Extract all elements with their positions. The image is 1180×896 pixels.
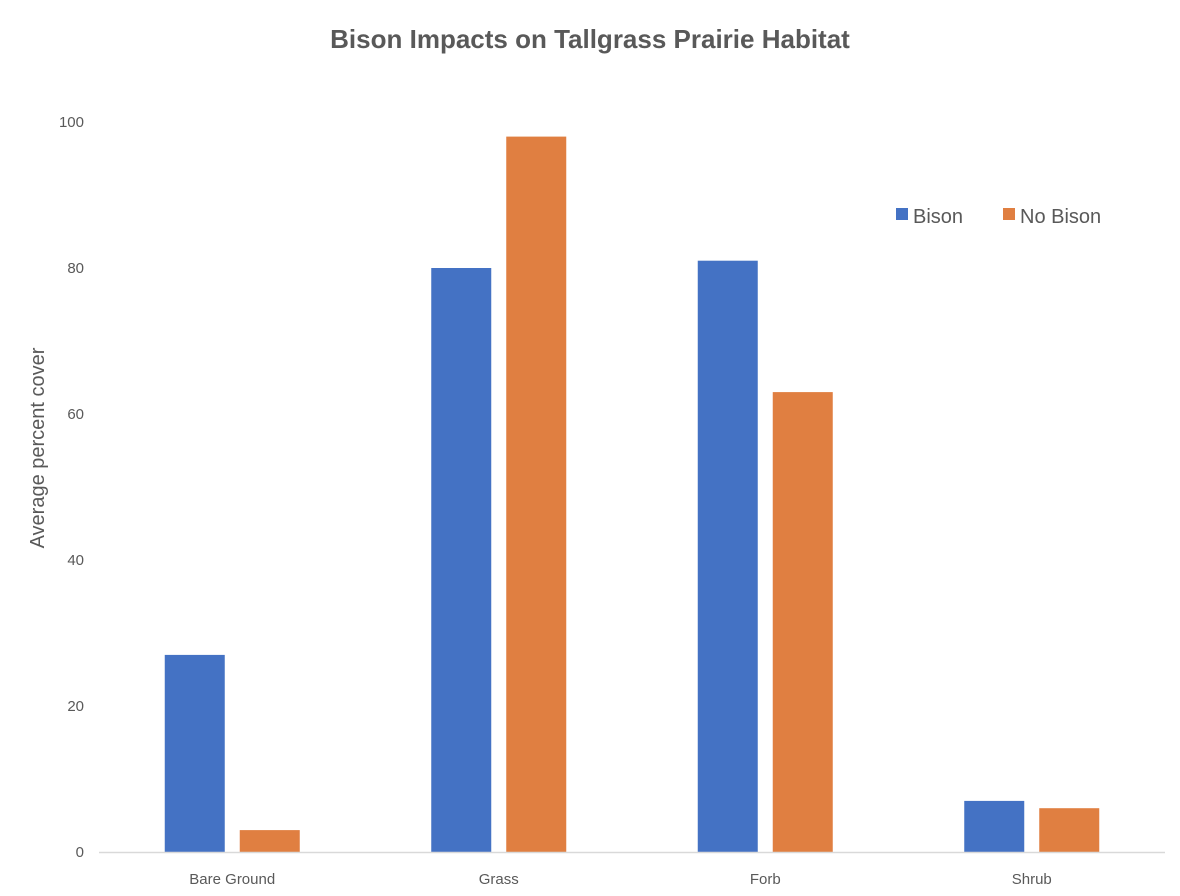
bar-no-bison (1039, 808, 1100, 852)
bar-no-bison (506, 136, 567, 853)
chart-title: Bison Impacts on Tallgrass Prairie Habit… (330, 24, 850, 54)
x-tick-label: Shrub (1012, 871, 1052, 888)
y-tick-label: 80 (67, 260, 84, 277)
x-tick-label: Bare Ground (189, 871, 275, 888)
y-tick-label: 0 (76, 844, 84, 861)
y-axis-label: Average percent cover (27, 347, 49, 548)
y-tick-label: 60 (67, 406, 84, 423)
bar-bison (164, 654, 225, 852)
y-tick-label: 40 (67, 552, 84, 569)
bar-no-bison (772, 392, 833, 852)
bar-bison (697, 260, 758, 852)
x-tick-label: Forb (750, 871, 781, 888)
y-tick-label: 20 (67, 698, 84, 715)
legend-label: Bison (913, 206, 963, 228)
legend-label: No Bison (1020, 206, 1101, 228)
legend-swatch (896, 208, 908, 220)
x-tick-label: Grass (479, 871, 519, 888)
y-tick-label: 100 (59, 114, 84, 131)
bar-bison (964, 800, 1025, 852)
legend: Bison No Bison (896, 206, 1101, 228)
legend-swatch (1003, 208, 1015, 220)
bar-bison (431, 268, 492, 852)
bar-no-bison (239, 830, 300, 852)
